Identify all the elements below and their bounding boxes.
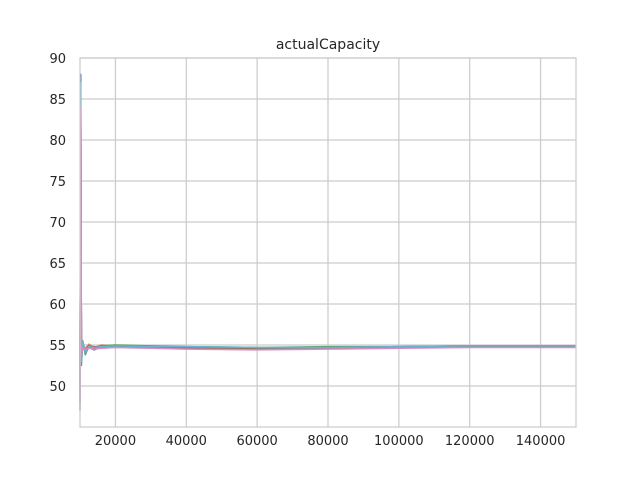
y-tick-label: 55 — [49, 339, 66, 354]
y-axis-ticks: 50 55 60 65 70 75 80 85 90 — [49, 52, 66, 395]
x-tick-label: 120000 — [445, 434, 495, 449]
x-axis-ticks: 20000 40000 60000 80000 100000 120000 140000 — [95, 434, 566, 449]
y-tick-label: 75 — [49, 175, 66, 190]
plot-frame — [79, 57, 577, 428]
y-tick-label: 70 — [49, 216, 66, 231]
y-tick-label: 85 — [49, 93, 66, 108]
x-tick-label: 140000 — [516, 434, 566, 449]
grid-lines — [80, 57, 576, 427]
chart-title: actualCapacity — [276, 37, 380, 53]
series-lines — [79, 73, 576, 411]
x-tick-label: 20000 — [95, 434, 136, 449]
x-tick-label: 40000 — [166, 434, 207, 449]
x-tick-label: 80000 — [307, 434, 348, 449]
y-tick-label: 90 — [49, 52, 66, 67]
x-tick-label: 60000 — [236, 434, 277, 449]
y-tick-label: 65 — [49, 257, 66, 272]
y-tick-label: 50 — [49, 380, 66, 395]
y-tick-label: 80 — [49, 134, 66, 149]
y-tick-label: 60 — [49, 298, 66, 313]
series-line-8 — [79, 106, 576, 399]
x-tick-label: 100000 — [374, 434, 424, 449]
